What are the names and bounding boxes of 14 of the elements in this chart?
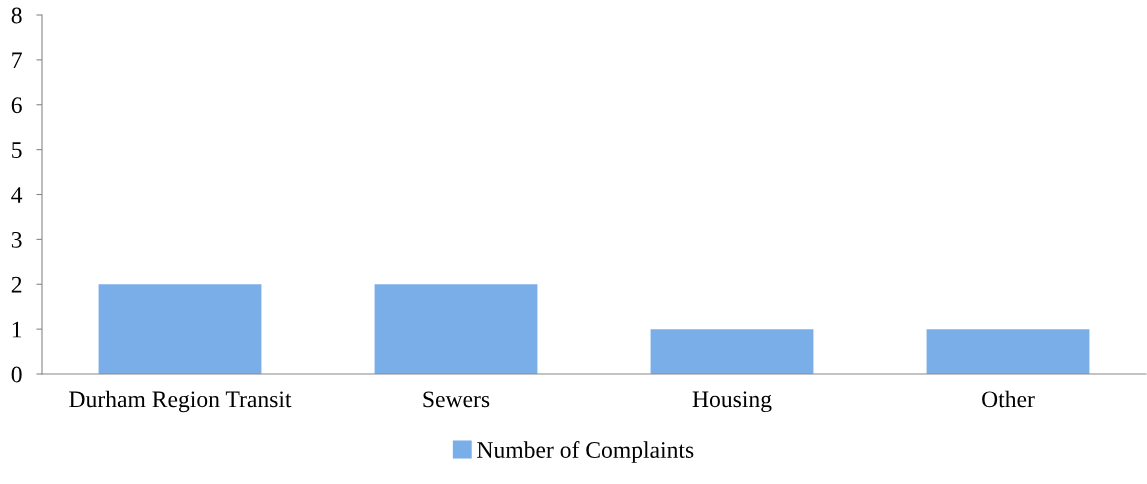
y-tick-label: 3: [11, 231, 22, 248]
legend-label: Number of Complaints: [477, 441, 694, 463]
x-tick-label: Durham Region Transit: [69, 390, 292, 413]
y-tick-label: 8: [11, 7, 22, 24]
y-tick-label: 0: [11, 366, 22, 383]
y-tick-label: 1: [12, 321, 22, 338]
y-tick-label: 4: [11, 187, 23, 203]
y-tick-label: 7: [12, 52, 22, 69]
x-tick-label: Other: [982, 390, 1035, 408]
x-tick-label: Sewers: [423, 391, 490, 408]
y-tick-label: 6: [11, 97, 22, 114]
y-tick-label: 5: [12, 142, 22, 159]
x-tick-label: Housing: [692, 391, 772, 413]
y-tick-label: 2: [11, 276, 22, 293]
